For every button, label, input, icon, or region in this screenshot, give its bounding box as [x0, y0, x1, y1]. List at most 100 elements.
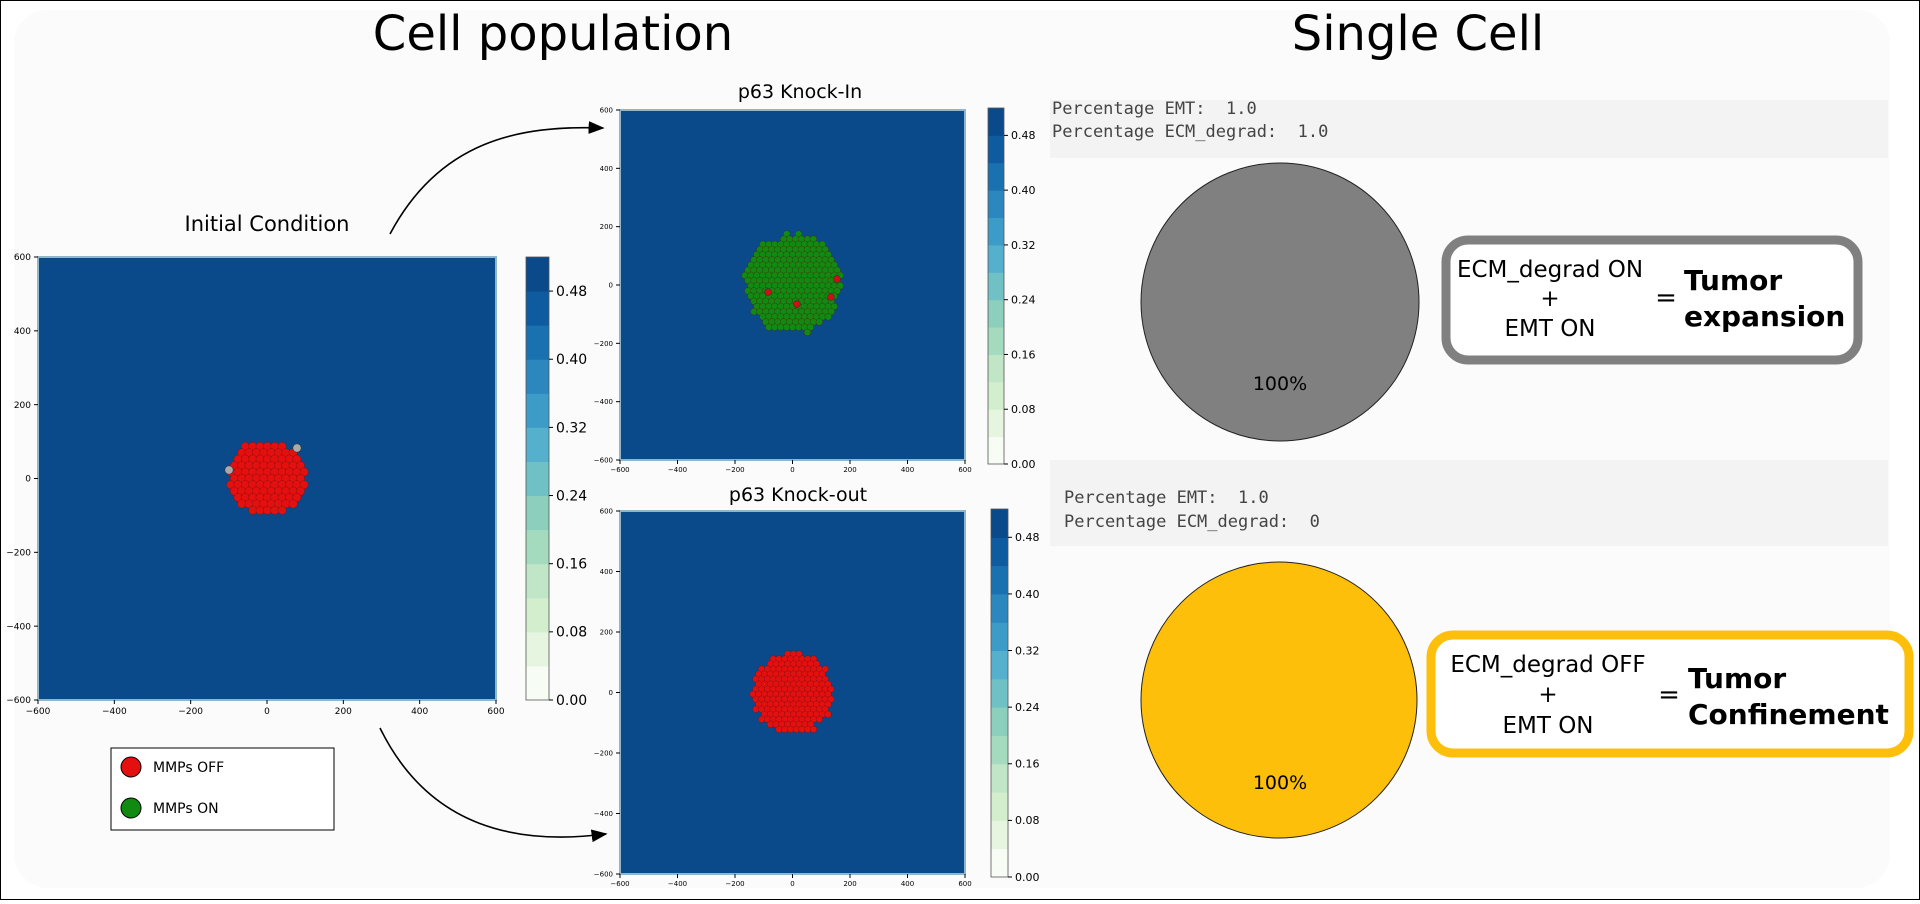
- cell: [827, 695, 835, 703]
- cell: [830, 261, 838, 269]
- x-tick-label: −600: [610, 880, 629, 888]
- y-tick-label: −200: [594, 749, 613, 757]
- colorbar-segment: [991, 678, 1008, 708]
- top-percent-band: [1050, 100, 1888, 158]
- bottom-percentage-emt: Percentage EMT: 1.0: [1064, 488, 1269, 508]
- colorbar-frame: [990, 508, 1009, 878]
- knock-out-x-axis: −600 −400 −200 0 200 400 600: [610, 874, 972, 888]
- y-tick-label: 200: [600, 223, 613, 231]
- colorbar-tick-label: 0.00: [556, 693, 587, 709]
- initial-colorbar: [525, 256, 550, 701]
- cell: [794, 230, 803, 238]
- y-tick-label: 400: [14, 327, 31, 337]
- legend-marker-mmps-off: [120, 756, 142, 778]
- knock-out-y-axis: 600 400 200 0 −200 −400 −600: [594, 507, 620, 878]
- arrow-to-knock-in: [389, 121, 605, 235]
- x-tick-label: −400: [668, 880, 687, 888]
- top-percentage-emt: Percentage EMT: 1.0: [1052, 99, 1257, 119]
- cell: [824, 690, 832, 698]
- legend-box: [110, 747, 335, 831]
- colorbar-segment: [991, 593, 1008, 623]
- initial-y-axis: 600 400 200 0 −200 −400 −600: [6, 253, 38, 706]
- cell: [807, 720, 815, 728]
- colorbar-tick-label: 0.32: [1011, 239, 1036, 252]
- cell: [810, 725, 818, 733]
- colorbar-tick-label: 0.08: [556, 625, 587, 641]
- colorbar-segment: [991, 509, 1008, 538]
- x-tick-label: −600: [610, 466, 629, 474]
- colorbar-segment: [988, 436, 1004, 465]
- colorbar-segment: [991, 650, 1008, 680]
- knock-out-colorbar-ticks: 0.48 0.40 0.32 0.24 0.16 0.08 0.00: [1008, 531, 1040, 884]
- colorbar-tick-label: 0.08: [1015, 814, 1040, 827]
- bottom-box-plus: +: [1538, 682, 1557, 708]
- knock-in-title: p63 Knock-In: [738, 81, 862, 103]
- colorbar-segment: [991, 565, 1008, 595]
- cell: [833, 275, 841, 283]
- y-tick-label: −600: [594, 456, 613, 464]
- cell: [833, 266, 841, 274]
- top-box-plus: +: [1540, 286, 1559, 312]
- cell: [782, 230, 791, 238]
- cell: [793, 300, 801, 308]
- header-single-cell: Single Cell: [1292, 6, 1545, 62]
- top-result-box: [1441, 235, 1863, 365]
- x-tick-label: −400: [102, 707, 127, 717]
- colorbar-segment: [526, 291, 549, 326]
- colorbar-tick-label: 0.40: [1015, 588, 1040, 601]
- bottom-equals: =: [1658, 680, 1680, 710]
- cell: [824, 700, 832, 708]
- y-tick-label: −200: [6, 548, 31, 558]
- knock-out-colorbar: [990, 508, 1009, 878]
- colorbar-tick-label: 0.24: [1011, 294, 1036, 307]
- colorbar-segment: [526, 257, 549, 292]
- knock-in-colorbar-ticks: 0.48 0.40 0.32 0.24 0.16 0.08 0.00: [1004, 129, 1036, 471]
- legend-label-mmps-on: MMPs ON: [153, 801, 219, 817]
- colorbar-frame: [525, 256, 550, 701]
- bottom-percentage-ecm: Percentage ECM_degrad: 0: [1064, 512, 1320, 532]
- cell: [827, 685, 835, 693]
- cell: [292, 454, 302, 464]
- colorbar-tick-label: 0.08: [1011, 403, 1036, 416]
- cell: [292, 493, 302, 503]
- cell: [836, 282, 844, 290]
- colorbar-tick-label: 0.40: [1011, 184, 1036, 197]
- x-tick-label: 200: [843, 466, 856, 474]
- knock-in-cell-cluster: [741, 230, 844, 337]
- colorbar-segment: [991, 848, 1008, 878]
- colorbar-segment: [526, 665, 549, 701]
- initial-cell-cluster: [224, 441, 309, 515]
- colorbar-segment: [991, 707, 1008, 736]
- cell: [815, 318, 824, 326]
- bottom-result-box: [1426, 630, 1914, 758]
- cell: [824, 680, 832, 688]
- colorbar-segment: [991, 622, 1008, 652]
- colorbar-tick-label: 0.16: [1015, 758, 1040, 771]
- cell: [277, 441, 287, 451]
- colorbar-segment: [526, 529, 549, 565]
- y-tick-label: 400: [600, 165, 613, 173]
- cell: [288, 499, 298, 509]
- single-cell-top: Percentage EMT: 1.0 Percentage ECM_degra…: [1052, 99, 1863, 442]
- colorbar-segment: [991, 792, 1008, 821]
- bottom-pie-label: 100%: [1253, 772, 1307, 794]
- colorbar-segment: [526, 495, 549, 531]
- colorbar-tick-label: 0.32: [1015, 644, 1040, 657]
- colorbar-segment: [526, 393, 549, 428]
- legend-label-mmps-off: MMPs OFF: [153, 760, 224, 776]
- x-tick-label: 200: [843, 880, 856, 888]
- colorbar-segment: [526, 563, 549, 599]
- top-result-line1: Tumor: [1684, 264, 1782, 297]
- cell: [277, 505, 287, 515]
- colorbar-segment: [991, 763, 1008, 793]
- cell: [818, 670, 826, 678]
- cell: [821, 665, 829, 673]
- cell: [827, 293, 835, 301]
- colorbar-segment: [991, 735, 1008, 765]
- cell: [224, 465, 234, 475]
- colorbar-segment: [988, 299, 1004, 328]
- knock-in-colorbar: [987, 107, 1005, 465]
- cell: [824, 313, 832, 321]
- colorbar-segment: [526, 359, 549, 394]
